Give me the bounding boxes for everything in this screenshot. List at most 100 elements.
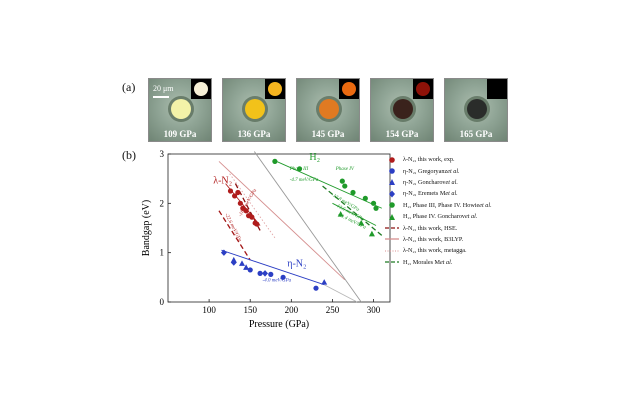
legend-mark xyxy=(389,168,395,174)
data-point xyxy=(368,230,375,237)
pressure-caption: 136 GPa xyxy=(237,129,271,139)
bandgap-chart: 100 150 200 250 300 0 1 2 3 Pressure (GPa) Bandgap… xyxy=(141,149,391,330)
panel-b-label: (b) xyxy=(122,148,136,162)
sample-disk xyxy=(245,99,265,119)
series-line xyxy=(253,151,362,303)
sample-glow xyxy=(268,82,282,96)
data-point xyxy=(373,205,379,211)
legend-label: H₂, Morales M xyxy=(403,258,441,266)
data-point xyxy=(272,158,278,164)
legend-swatch xyxy=(385,261,399,263)
data-point xyxy=(358,219,365,226)
legend-label: λ-N₂, this work, metagga. xyxy=(403,247,467,255)
legend-label-italic: et al. xyxy=(479,201,492,209)
scale-bar xyxy=(153,96,169,98)
legend-label-italic: et al. xyxy=(445,190,458,198)
legend-label-italic: et al. xyxy=(465,213,478,221)
transmission-inset xyxy=(487,79,507,99)
data-point xyxy=(321,279,328,285)
legend-item: η-N₂, Gregoryanz et al. xyxy=(384,165,624,176)
transmission-inset xyxy=(265,79,285,99)
legend-item: λ-N₂, this work, HSE. xyxy=(384,222,624,233)
legend-label: H₂, Phase IV. Goncharov xyxy=(403,213,466,221)
chart-annotation: λ-N₂ xyxy=(213,176,232,187)
y-axis-label: Bandgap (eV) xyxy=(141,200,152,256)
pressure-caption: 109 GPa xyxy=(163,129,197,139)
pressure-caption: 165 GPa xyxy=(459,129,493,139)
sample-glow xyxy=(490,82,504,96)
data-point xyxy=(313,285,319,291)
legend-mark xyxy=(389,156,395,163)
data-point xyxy=(262,270,269,277)
chart-annotation: Phase IV xyxy=(335,167,355,172)
data-point xyxy=(370,200,377,206)
legend-mark xyxy=(389,202,395,209)
legend-label-italic: et al. xyxy=(440,258,453,266)
y-tick-label: 3 xyxy=(160,149,165,159)
sample-disk xyxy=(467,99,487,119)
legend-item: η-N₂, Eremets M et al. xyxy=(384,188,624,199)
chart-annotation: -4.7 meV/GPa xyxy=(290,178,319,183)
x-tick-label: 100 xyxy=(202,305,216,315)
micrograph-4: 165 GPa xyxy=(444,78,508,142)
data-point xyxy=(296,166,303,172)
data-point xyxy=(232,193,238,199)
legend-item: λ-N₂, this work, B3LYP. xyxy=(384,234,624,245)
pressure-caption: 154 GPa xyxy=(385,129,419,139)
data-point xyxy=(342,183,348,189)
series-line xyxy=(218,161,346,281)
legend-label: η-N₂, Gregoryanz xyxy=(403,167,448,175)
data-point xyxy=(254,221,260,227)
legend-swatch xyxy=(389,179,395,186)
legend-label: η-N₂, Eremets M xyxy=(403,190,446,198)
x-tick-label: 250 xyxy=(326,305,340,315)
slope-annotation: -22.6 meV/GPa xyxy=(223,213,242,243)
series-line xyxy=(221,249,325,286)
data-point xyxy=(362,195,368,201)
legend-label: λ-N₂, this work, B3LYP. xyxy=(403,235,464,243)
micrograph-0: 20 μm 109 GPa xyxy=(148,78,212,142)
legend-swatch xyxy=(385,250,399,252)
legend-item: H₂, Morales M et al. xyxy=(384,257,624,268)
data-point xyxy=(220,249,227,256)
data-point xyxy=(235,189,241,196)
chart-annotation: Phase III xyxy=(289,167,309,172)
x-tick-label: 150 xyxy=(243,305,257,315)
data-point xyxy=(230,259,237,266)
legend-swatch xyxy=(389,202,395,209)
legend-swatch xyxy=(389,156,395,163)
legend-label: H₂, Phase III, Phase IV. Howie xyxy=(403,201,480,209)
legend-label: λ-N₂, this work, exp. xyxy=(403,156,455,164)
series-line xyxy=(332,202,377,226)
data-point xyxy=(247,267,253,273)
plot-frame xyxy=(167,153,391,303)
legend-item: H₂, Phase III, Phase IV. Howie et al. xyxy=(384,200,624,211)
sample-glow xyxy=(194,82,208,96)
chart-annotation: -4.0 meV/GPa xyxy=(263,278,292,283)
micrograph-1: 136 GPa xyxy=(222,78,286,142)
data-point xyxy=(237,200,243,206)
data-point xyxy=(257,270,263,276)
data-point xyxy=(249,214,255,220)
data-point xyxy=(268,271,274,277)
data-point xyxy=(337,210,344,217)
series-line xyxy=(324,284,358,303)
legend-mark xyxy=(389,213,395,220)
micrograph-2: 145 GPa xyxy=(296,78,360,142)
legend-item: λ-N₂, this work, exp. xyxy=(384,154,624,165)
legend-item: η-N₂, Goncharov et al. xyxy=(384,177,624,188)
legend-label-italic: et al. xyxy=(447,167,460,175)
data-point xyxy=(243,264,250,270)
legend-swatch xyxy=(385,238,399,241)
series-line xyxy=(322,185,383,236)
data-point xyxy=(339,178,345,184)
sample-glow xyxy=(342,82,356,96)
data-point xyxy=(280,274,286,280)
chart-annotation: η-N₂ xyxy=(287,258,306,269)
legend-label: η-N₂, Goncharov xyxy=(403,178,446,186)
panel-a-label: (a) xyxy=(122,80,136,94)
data-point xyxy=(227,188,234,194)
x-tick-label: 200 xyxy=(285,305,299,315)
chart-legend: λ-N₂, this work, exp. η-N₂, Gregoryanz et… xyxy=(384,154,624,268)
y-tick-label: 1 xyxy=(160,248,165,258)
